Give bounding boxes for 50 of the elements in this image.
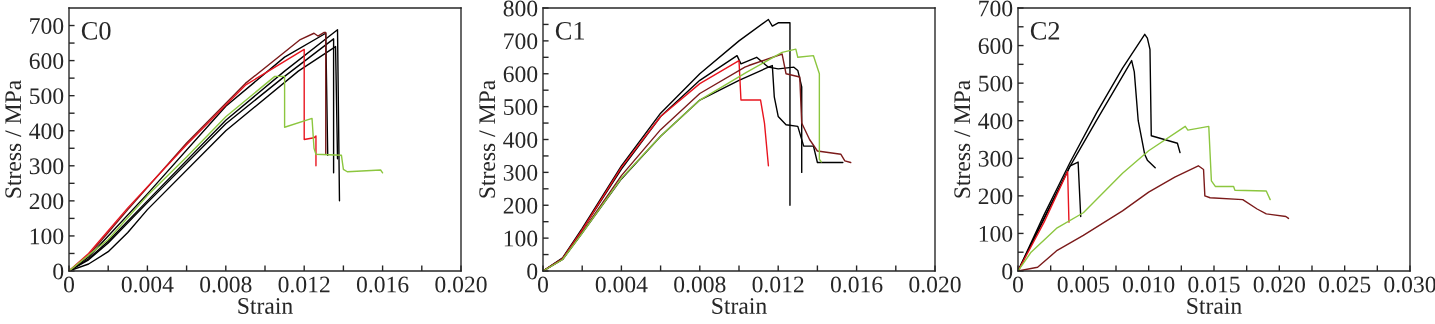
- x-tick-label: 0.030: [1384, 276, 1435, 293]
- y-tick-label: 0: [527, 263, 538, 280]
- y-tick-label: 300: [29, 158, 64, 175]
- x-tick-label: 0.016: [830, 276, 883, 293]
- y-tick-label: 400: [29, 123, 64, 140]
- y-tick-label: 100: [30, 228, 64, 245]
- y-tick-label: 300: [503, 164, 538, 181]
- y-tick-label: 600: [503, 66, 538, 83]
- y-tick-label: 0: [1002, 263, 1013, 280]
- y-tick-label: 200: [978, 188, 1013, 205]
- y-tick-label: 400: [978, 113, 1013, 130]
- y-tick-label: 700: [979, 0, 1013, 17]
- y-tick-label: 0: [53, 263, 64, 280]
- x-tick-label: 0.016: [356, 276, 409, 293]
- x-axis-title: Strain: [712, 298, 767, 314]
- y-tick-label: 600: [29, 53, 64, 70]
- y-tick-label: 800: [503, 0, 538, 17]
- x-tick-label: 0.012: [278, 276, 330, 293]
- x-tick-label: 0.025: [1319, 276, 1371, 293]
- y-tick-label: 200: [29, 193, 64, 210]
- x-tick-label: 0.020: [1253, 276, 1305, 293]
- y-axis-title: Stress / MPa: [5, 80, 22, 198]
- x-tick-label: 0.004: [595, 276, 648, 293]
- y-tick-label: 200: [503, 197, 538, 214]
- x-tick-label: 0.008: [674, 276, 726, 293]
- y-tick-label: 100: [504, 230, 538, 247]
- x-tick-label: 0.020: [435, 276, 487, 293]
- y-tick-label: 300: [978, 150, 1013, 167]
- y-tick-label: 500: [979, 75, 1013, 92]
- y-tick-label: 500: [504, 99, 538, 116]
- x-tick-label: 0.012: [752, 276, 804, 293]
- chart-title: C1: [555, 21, 584, 40]
- x-tick-label: 0.010: [1123, 276, 1175, 293]
- x-axis-title: Strain: [1187, 298, 1242, 314]
- y-tick-label: 500: [30, 88, 64, 105]
- y-tick-label: 700: [504, 33, 538, 50]
- y-tick-label: 400: [503, 131, 538, 148]
- x-axis-title: Strain: [238, 298, 293, 314]
- chart-title: C0: [81, 21, 111, 40]
- x-tick-label: 0.020: [909, 276, 961, 293]
- y-tick-label: 600: [978, 38, 1013, 54]
- x-tick-label: 0.004: [121, 276, 174, 293]
- y-axis-title: Stress / MPa: [479, 80, 496, 198]
- x-tick-label: 0.005: [1057, 276, 1109, 293]
- y-tick-label: 700: [30, 18, 64, 34]
- x-tick-label: 0.015: [1188, 276, 1240, 293]
- y-axis-title: Stress / MPa: [954, 80, 971, 198]
- y-tick-label: 100: [979, 225, 1013, 242]
- x-tick-label: 0.008: [200, 276, 252, 293]
- chart-title: C2: [1030, 21, 1060, 40]
